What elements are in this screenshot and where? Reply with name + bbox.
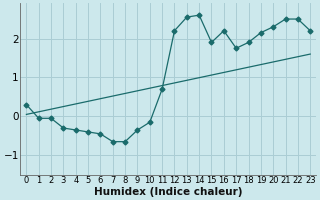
X-axis label: Humidex (Indice chaleur): Humidex (Indice chaleur) <box>94 187 243 197</box>
